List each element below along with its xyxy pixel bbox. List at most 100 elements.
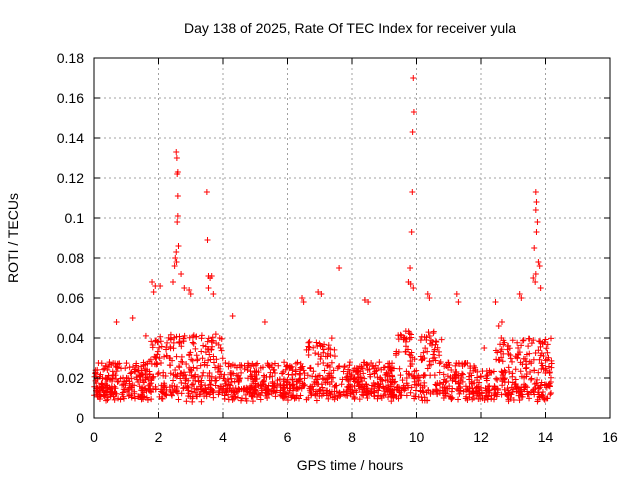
- data-point: [261, 383, 268, 390]
- data-point: [532, 271, 539, 277]
- data-point: [395, 336, 402, 343]
- data-point: [106, 359, 113, 366]
- data-point: [523, 373, 530, 380]
- data-point: [415, 372, 422, 379]
- data-point: [189, 395, 196, 402]
- data-point: [193, 365, 200, 372]
- data-point: [484, 396, 491, 403]
- data-point: [440, 371, 447, 378]
- data-point: [436, 369, 443, 376]
- data-point: [459, 370, 466, 377]
- data-point: [346, 362, 353, 369]
- data-point: [364, 395, 371, 402]
- data-point: [159, 395, 166, 402]
- data-point: [374, 387, 381, 394]
- data-point: [509, 370, 516, 377]
- data-point: [201, 359, 208, 366]
- data-point: [149, 344, 156, 351]
- data-point: [178, 353, 185, 360]
- data-point: [148, 338, 155, 345]
- data-point: [407, 357, 414, 364]
- data-point: [149, 374, 156, 381]
- data-point: [437, 358, 444, 365]
- data-point: [390, 394, 397, 401]
- data-point: [464, 360, 471, 367]
- data-point: [474, 374, 481, 381]
- data-point: [173, 333, 180, 340]
- data-point: [152, 386, 159, 393]
- data-point: [515, 351, 522, 358]
- data-point: [279, 370, 286, 377]
- data-point: [139, 377, 146, 384]
- data-point: [321, 367, 328, 374]
- data-point: [157, 283, 164, 289]
- data-point: [216, 373, 223, 380]
- data-point: [504, 346, 511, 353]
- data-point: [544, 349, 551, 356]
- data-point: [215, 385, 222, 391]
- data-point: [316, 387, 323, 394]
- data-point: [254, 360, 261, 367]
- data-point: [476, 379, 483, 386]
- data-point: [521, 381, 528, 388]
- data-point: [514, 384, 521, 391]
- data-point: [467, 365, 474, 372]
- data-point: [421, 333, 428, 340]
- data-point: [532, 207, 539, 213]
- data-point: [178, 379, 185, 386]
- data-point: [328, 359, 335, 366]
- data-point: [385, 394, 392, 401]
- data-point: [166, 386, 173, 393]
- x-tick-label: 14: [538, 429, 554, 445]
- data-point: [520, 337, 527, 344]
- data-point: [199, 355, 206, 362]
- data-point: [417, 353, 424, 360]
- data-point: [322, 379, 329, 386]
- data-point: [94, 366, 101, 373]
- data-point: [331, 353, 338, 360]
- data-point: [198, 332, 205, 339]
- data-point: [98, 381, 105, 388]
- data-point: [289, 372, 296, 379]
- data-point: [178, 358, 185, 365]
- data-point: [512, 366, 519, 373]
- data-point: [542, 357, 549, 364]
- data-point: [317, 355, 324, 362]
- data-point: [170, 279, 177, 285]
- data-point: [303, 346, 310, 353]
- data-point: [157, 338, 164, 345]
- data-point: [147, 386, 154, 393]
- data-point: [205, 357, 212, 364]
- data-point: [140, 362, 147, 369]
- data-point: [202, 386, 209, 393]
- data-point: [174, 383, 181, 390]
- data-point: [182, 371, 189, 378]
- data-point: [163, 352, 170, 359]
- data-point: [161, 353, 168, 360]
- data-point: [315, 289, 322, 295]
- data-point: [273, 387, 280, 394]
- data-point: [420, 389, 427, 396]
- data-point: [213, 356, 220, 363]
- data-point: [110, 393, 117, 400]
- data-point: [347, 391, 354, 398]
- data-point: [286, 381, 293, 388]
- data-point: [466, 394, 473, 401]
- data-point: [548, 335, 555, 342]
- data-point: [250, 378, 257, 385]
- data-point: [402, 348, 409, 355]
- data-point: [548, 389, 555, 396]
- data-point: [119, 391, 126, 398]
- data-point: [225, 391, 232, 398]
- data-point: [292, 360, 299, 367]
- data-point: [310, 368, 317, 375]
- y-tick-label: 0.12: [57, 170, 84, 186]
- data-point: [498, 319, 505, 325]
- data-point: [231, 388, 238, 395]
- data-point: [188, 382, 195, 389]
- data-point: [296, 395, 303, 402]
- data-point: [447, 374, 454, 381]
- data-point: [481, 345, 488, 351]
- data-point: [232, 393, 239, 400]
- data-point: [299, 295, 306, 301]
